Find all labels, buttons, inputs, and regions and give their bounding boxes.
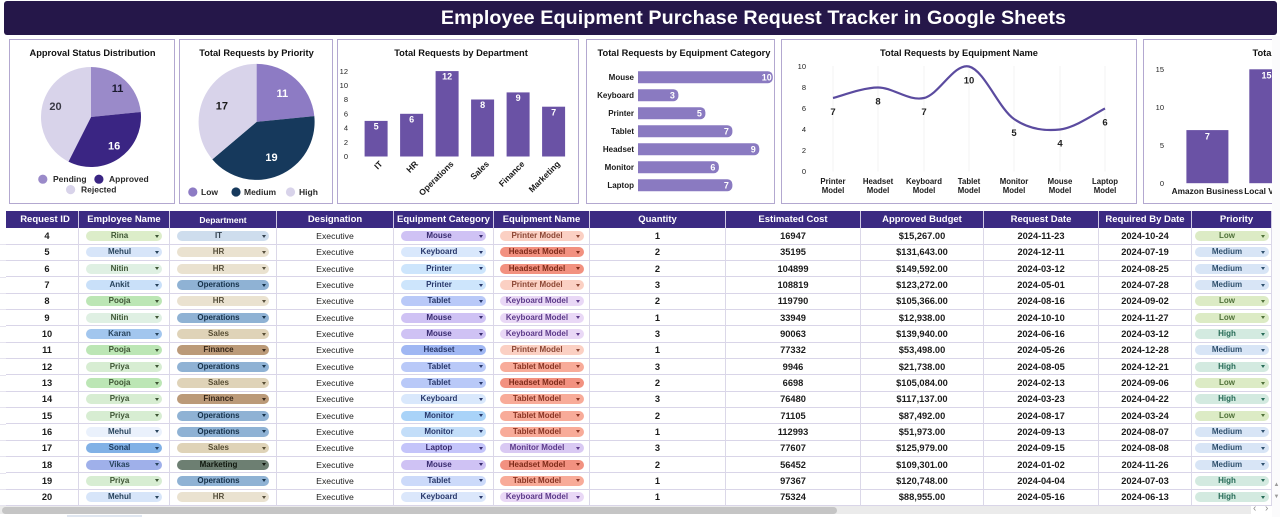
svg-text:6: 6 [710, 163, 715, 173]
svg-text:5: 5 [1160, 141, 1164, 150]
svg-text:8: 8 [802, 83, 806, 92]
svg-text:6: 6 [802, 104, 806, 113]
svg-text:Tablet: Tablet [611, 127, 634, 136]
svg-text:Pending: Pending [53, 174, 87, 184]
svg-text:10: 10 [964, 76, 975, 87]
svg-text:4: 4 [802, 125, 806, 134]
svg-text:6: 6 [1102, 118, 1107, 129]
svg-text:Mouse: Mouse [1048, 177, 1073, 186]
svg-text:12: 12 [442, 72, 452, 82]
svg-text:0: 0 [344, 152, 348, 161]
svg-text:15: 15 [1156, 65, 1164, 74]
svg-text:Headset: Headset [603, 145, 634, 154]
svg-text:10: 10 [762, 73, 772, 83]
svg-text:7: 7 [724, 181, 729, 191]
svg-text:11: 11 [112, 83, 124, 95]
svg-text:Model: Model [1049, 186, 1072, 195]
svg-text:2: 2 [344, 138, 348, 147]
svg-text:Model: Model [913, 186, 936, 195]
svg-text:7: 7 [551, 107, 556, 117]
svg-text:Total Requests by Vendor: Total Requests by Vendor [1253, 48, 1280, 58]
svg-text:10: 10 [340, 81, 348, 90]
svg-text:Model: Model [822, 186, 845, 195]
svg-text:Rejected: Rejected [81, 185, 116, 195]
svg-text:17: 17 [216, 101, 228, 113]
svg-text:12: 12 [340, 67, 348, 76]
svg-text:Total Requests by Department: Total Requests by Department [394, 48, 528, 58]
svg-text:Total Requests by Equipment Ca: Total Requests by Equipment Category [598, 48, 772, 58]
svg-text:10: 10 [798, 62, 806, 71]
svg-text:20: 20 [49, 101, 61, 113]
svg-text:Monitor: Monitor [605, 163, 634, 172]
svg-text:High: High [299, 187, 318, 197]
svg-text:Laptop: Laptop [1092, 177, 1118, 186]
svg-text:8: 8 [480, 100, 485, 110]
svg-text:Operations: Operations [417, 159, 456, 198]
svg-text:Finance: Finance [497, 159, 527, 189]
svg-text:Model: Model [867, 186, 890, 195]
svg-text:Tablet: Tablet [958, 177, 981, 186]
svg-text:Monitor: Monitor [1000, 177, 1029, 186]
svg-text:7: 7 [1205, 132, 1210, 142]
svg-text:2: 2 [802, 146, 806, 155]
svg-text:9: 9 [751, 145, 756, 155]
svg-text:19: 19 [265, 152, 277, 164]
svg-text:Model: Model [1003, 186, 1026, 195]
svg-text:7: 7 [830, 107, 835, 118]
svg-text:5: 5 [697, 109, 702, 119]
svg-text:5: 5 [374, 122, 379, 132]
svg-text:10: 10 [1156, 103, 1164, 112]
svg-text:8: 8 [875, 97, 880, 108]
svg-text:5: 5 [1011, 128, 1017, 139]
svg-text:11: 11 [276, 88, 288, 100]
svg-text:Model: Model [958, 186, 981, 195]
svg-text:Total Requests by Priority: Total Requests by Priority [199, 48, 314, 58]
svg-text:4: 4 [1057, 139, 1063, 150]
svg-text:Laptop: Laptop [607, 181, 634, 190]
svg-text:Printer: Printer [608, 109, 634, 118]
svg-text:9: 9 [516, 93, 521, 103]
svg-text:Model: Model [1094, 186, 1117, 195]
svg-text:4: 4 [344, 124, 348, 133]
svg-text:Keyboard: Keyboard [597, 91, 634, 100]
svg-text:7: 7 [724, 127, 729, 137]
svg-text:6: 6 [344, 110, 348, 119]
svg-text:0: 0 [1160, 179, 1164, 188]
svg-text:16: 16 [108, 141, 120, 153]
svg-text:Marketing: Marketing [527, 159, 562, 194]
svg-text:Total Requests by Equipment Na: Total Requests by Equipment Name [880, 48, 1038, 58]
svg-text:Approved: Approved [109, 174, 149, 184]
svg-text:6: 6 [409, 114, 414, 124]
svg-text:0: 0 [802, 167, 806, 176]
svg-text:8: 8 [344, 95, 348, 104]
svg-text:HR: HR [404, 159, 420, 175]
svg-text:Local Vendor: Local Vendor [1244, 186, 1280, 196]
svg-text:Approval Status Distribution: Approval Status Distribution [29, 48, 155, 58]
svg-text:Printer: Printer [820, 177, 845, 186]
svg-text:Headset: Headset [863, 177, 894, 186]
svg-text:3: 3 [670, 91, 675, 101]
svg-text:Low: Low [201, 187, 218, 197]
svg-text:Mouse: Mouse [609, 73, 635, 82]
svg-text:15: 15 [1261, 71, 1271, 81]
svg-text:Medium: Medium [244, 187, 277, 197]
svg-text:Amazon Business: Amazon Business [1172, 186, 1244, 196]
svg-text:Keyboard: Keyboard [906, 177, 942, 186]
svg-text:Sales: Sales [468, 159, 491, 182]
svg-text:IT: IT [372, 158, 385, 171]
svg-text:7: 7 [921, 107, 926, 118]
